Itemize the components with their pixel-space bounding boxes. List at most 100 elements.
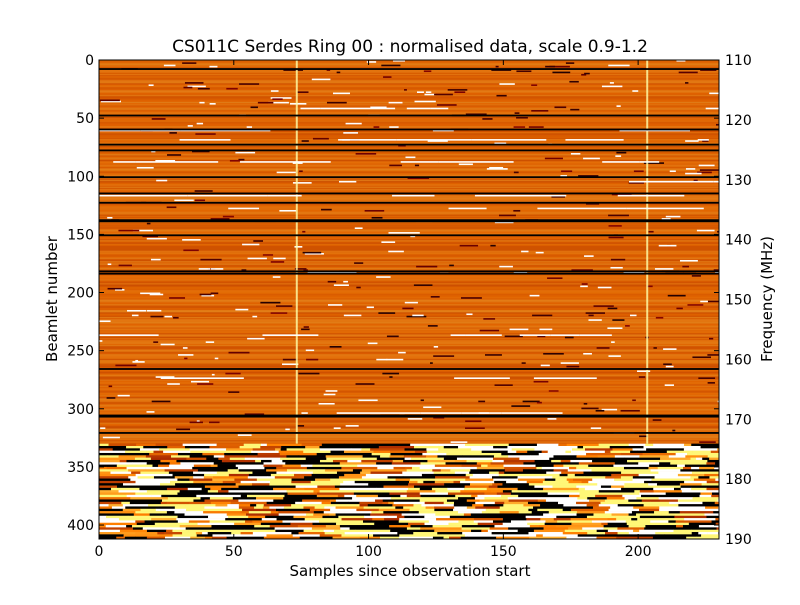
- heatmap-dark-row: [99, 114, 719, 117]
- heatmap-speckle: [107, 263, 112, 266]
- heatmap-band-cell: [338, 515, 365, 519]
- heatmap-band-cell: [244, 520, 253, 524]
- heatmap-band-cell: [691, 529, 719, 533]
- heatmap-speckle: [427, 325, 438, 327]
- heatmap-band-cell: [503, 459, 535, 463]
- heatmap-band-cell: [154, 492, 178, 496]
- heatmap-band-cell: [238, 485, 267, 489]
- heatmap-band-cell: [201, 487, 211, 491]
- heatmap-band-cell: [313, 511, 325, 514]
- heatmap-band-cell: [99, 471, 111, 475]
- heatmap-band-cell: [321, 483, 341, 486]
- heatmap-band-cell: [523, 462, 555, 465]
- heatmap-band-cell: [399, 534, 411, 537]
- heatmap-row: [99, 383, 719, 385]
- heatmap-speckle: [685, 82, 689, 84]
- heatmap-row: [99, 296, 719, 298]
- heatmap-band-cell: [432, 469, 442, 472]
- heatmap-band-cell: [216, 443, 245, 447]
- heatmap-band-cell: [167, 497, 201, 500]
- heatmap-row: [99, 137, 719, 140]
- heatmap-band-cell: [435, 476, 470, 479]
- heatmap-row: [99, 205, 719, 207]
- y2-tick-label: 110: [725, 53, 752, 69]
- heatmap-speckle: [196, 122, 204, 125]
- heatmap-row: [99, 401, 719, 404]
- heatmap-band-cell: [335, 513, 371, 517]
- heatmap-band-cell: [148, 504, 179, 507]
- heatmap-band-cell: [533, 490, 564, 493]
- heatmap-band-cell: [128, 476, 138, 479]
- heatmap-speckle: [364, 209, 385, 212]
- heatmap-speckle: [630, 314, 637, 317]
- y-tick-label: 250: [67, 344, 94, 360]
- heatmap-bright-row: [626, 207, 704, 210]
- heatmap-band-cell: [225, 525, 255, 528]
- heatmap-bright-row: [461, 412, 502, 414]
- heatmap-speckle: [195, 133, 216, 135]
- heatmap-band-cell: [645, 525, 677, 528]
- heatmap-band-cell: [99, 462, 133, 465]
- heatmap-band-cell: [403, 506, 426, 510]
- heatmap-band-cell: [189, 478, 213, 482]
- heatmap-band-cell: [145, 466, 160, 470]
- heatmap-speckle: [412, 314, 424, 317]
- heatmap-band-cell: [680, 469, 714, 472]
- heatmap-band-cell: [274, 476, 305, 479]
- heatmap-band-cell: [598, 443, 630, 447]
- heatmap-row: [99, 427, 719, 429]
- heatmap-band-cell: [125, 450, 147, 454]
- heatmap-row: [99, 198, 719, 200]
- heatmap-speckle: [625, 325, 630, 327]
- heatmap-band-cell: [344, 532, 373, 535]
- heatmap-speckle: [205, 341, 215, 343]
- y-tick-label: 200: [67, 286, 94, 302]
- heatmap-band-cell: [195, 532, 203, 535]
- heatmap-band-cell: [285, 532, 292, 535]
- heatmap-band-cell: [704, 508, 719, 512]
- heatmap-band-cell: [127, 515, 163, 519]
- heatmap-band-cell: [389, 492, 421, 496]
- heatmap-band-cell: [717, 448, 719, 451]
- heatmap-band-cell: [504, 501, 529, 505]
- heatmap-band-cell: [420, 527, 451, 530]
- heatmap-row: [99, 118, 719, 120]
- heatmap-band-cell: [189, 448, 227, 451]
- heatmap-band-cell: [516, 450, 528, 454]
- heatmap-band-cell: [361, 476, 388, 479]
- heatmap-band-cell: [398, 520, 430, 524]
- heatmap-band-cell: [469, 471, 490, 475]
- heatmap-band-cell: [676, 525, 684, 528]
- heatmap-band-cell: [692, 450, 712, 454]
- heatmap-band-cell: [711, 499, 718, 503]
- heatmap-speckle: [434, 93, 453, 96]
- heatmap-band-cell: [135, 492, 155, 496]
- heatmap-band-cell: [319, 448, 352, 451]
- y-tick-label: 300: [67, 402, 94, 418]
- heatmap-band-cell: [633, 508, 640, 512]
- heatmap-row: [99, 203, 719, 205]
- heatmap-row: [99, 159, 719, 162]
- heatmap-speckle: [407, 177, 429, 180]
- heatmap-speckle: [560, 362, 579, 364]
- heatmap-band-cell: [469, 476, 493, 479]
- heatmap-band-cell: [163, 450, 191, 454]
- heatmap-band-cell: [569, 466, 577, 470]
- heatmap-band-cell: [510, 520, 546, 524]
- heatmap-band-cell: [311, 527, 341, 530]
- heatmap-band-cell: [597, 455, 616, 458]
- heatmap-bright-row: [396, 139, 472, 141]
- heatmap-band-cell: [190, 513, 202, 517]
- heatmap-band-cell: [283, 506, 304, 510]
- heatmap-band-cell: [203, 511, 241, 514]
- heatmap-band-cell: [99, 483, 124, 486]
- heatmap-band-cell: [275, 448, 281, 451]
- heatmap-row: [99, 261, 719, 263]
- heatmap-speckle: [632, 90, 639, 92]
- heatmap-speckle: [513, 271, 528, 274]
- heatmap-speckle: [483, 318, 496, 320]
- heatmap-speckle: [551, 196, 566, 198]
- heatmap-band-cell: [436, 518, 465, 521]
- heatmap-bright-row: [697, 139, 709, 141]
- heatmap-band-cell: [528, 483, 563, 486]
